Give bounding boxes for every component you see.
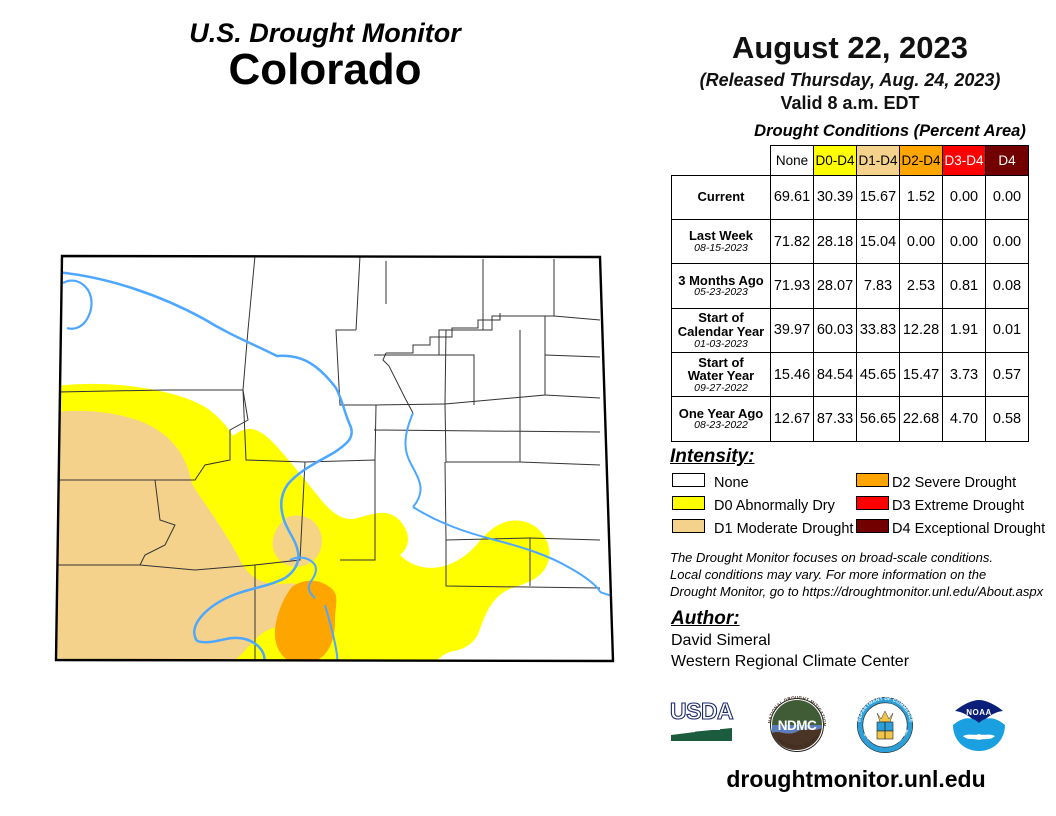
svg-text:NOAA: NOAA [966, 708, 992, 717]
svg-text:USDA: USDA [670, 699, 733, 724]
svg-text:NDMC: NDMC [778, 718, 817, 733]
